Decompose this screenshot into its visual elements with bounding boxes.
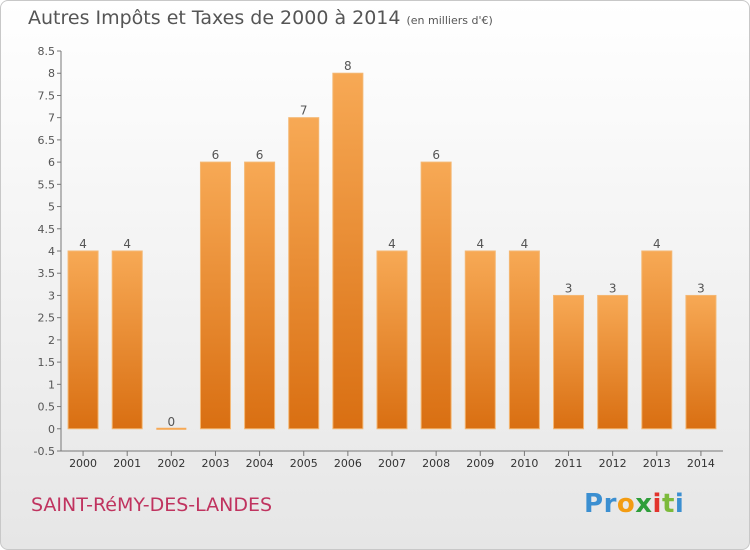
bar [67, 250, 99, 430]
data-label: 6 [212, 148, 220, 162]
town-name: SAINT-RéMY-DES-LANDES [31, 494, 273, 516]
x-tick-label: 2013 [643, 457, 671, 470]
data-label: 7 [300, 104, 308, 118]
y-tick-label: 4 [48, 245, 55, 258]
x-tick-label: 2003 [201, 457, 229, 470]
bar [199, 161, 231, 430]
x-tick-label: 2009 [466, 457, 494, 470]
bar [111, 250, 143, 430]
logo-letter: r [603, 489, 617, 519]
y-tick-label: 0.5 [38, 401, 56, 414]
bar [244, 161, 276, 430]
data-label: 4 [388, 237, 396, 251]
y-tick-label: 3.5 [38, 267, 56, 280]
y-tick-label: 8.5 [38, 45, 56, 58]
x-tick-label: 2012 [599, 457, 627, 470]
chart-title: Autres Impôts et Taxes de 2000 à 2014 (en… [28, 7, 493, 29]
x-tick-label: 2008 [422, 457, 450, 470]
data-label: 4 [123, 237, 131, 251]
y-tick-label: 3 [48, 289, 55, 302]
y-tick-label: 7 [48, 112, 55, 125]
y-tick-label: -0.5 [34, 445, 55, 458]
x-tick-label: 2010 [510, 457, 538, 470]
x-tick-label: 2007 [378, 457, 406, 470]
data-label: 3 [697, 281, 705, 295]
chart-title-unit: (en milliers d'€) [406, 14, 493, 27]
proxiti-logo: Proxiti [584, 489, 684, 519]
y-tick-label: 0 [48, 423, 55, 436]
y-tick-label: 6 [48, 156, 55, 169]
bar [156, 427, 187, 430]
x-tick-label: 2005 [290, 457, 318, 470]
y-tick-label: 4.5 [38, 223, 56, 236]
data-label: 6 [432, 148, 440, 162]
y-tick-label: 1.5 [38, 356, 56, 369]
x-tick-label: 2004 [246, 457, 274, 470]
bar [508, 250, 540, 430]
logo-letter: i [674, 489, 685, 519]
x-tick-label: 2000 [69, 457, 97, 470]
data-label: 3 [565, 281, 573, 295]
logo-letter: t [661, 489, 675, 519]
y-tick-label: 2 [48, 334, 55, 347]
y-tick-label: 8 [48, 67, 55, 80]
chart-title-main: Autres Impôts et Taxes de 2000 à 2014 [28, 7, 401, 29]
x-tick-label: 2001 [113, 457, 141, 470]
logo-letter: o [616, 489, 636, 519]
bar [420, 161, 452, 430]
data-label: 3 [609, 281, 617, 295]
bar [641, 250, 673, 430]
x-tick-label: 2002 [157, 457, 185, 470]
bar [553, 294, 585, 430]
y-tick-label: 7.5 [38, 89, 56, 102]
x-tick-label: 2006 [334, 457, 362, 470]
bar [597, 294, 629, 430]
data-label: 4 [476, 237, 484, 251]
bar [332, 72, 364, 430]
data-label: 8 [344, 59, 352, 73]
data-label: 6 [256, 148, 264, 162]
y-tick-label: 6.5 [38, 134, 56, 147]
logo-letter: x [635, 489, 653, 519]
bar [685, 294, 717, 430]
data-label: 0 [168, 415, 176, 429]
data-label: 4 [79, 237, 87, 251]
y-tick-label: 2.5 [38, 312, 56, 325]
x-tick-label: 2014 [687, 457, 715, 470]
logo-letter: P [584, 489, 604, 519]
logo-letter: i [652, 489, 662, 519]
data-label: 4 [653, 237, 661, 251]
bar [376, 250, 408, 430]
y-tick-label: 5.5 [38, 178, 56, 191]
y-tick-label: 1 [48, 378, 55, 391]
data-label: 4 [521, 237, 529, 251]
y-tick-label: 5 [48, 201, 55, 214]
bar [288, 117, 320, 430]
bar [464, 250, 496, 430]
x-tick-label: 2011 [555, 457, 583, 470]
